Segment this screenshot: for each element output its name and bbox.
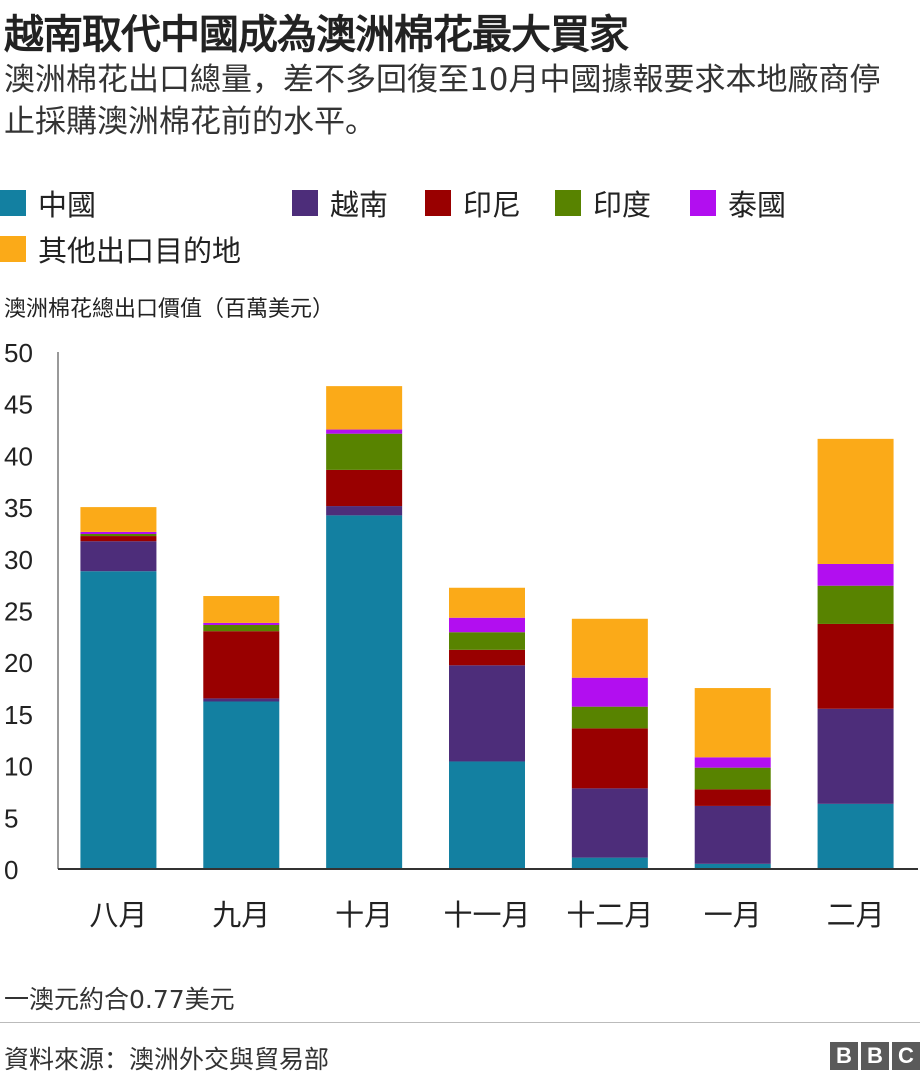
y-tick-label: 35 (4, 493, 33, 523)
y-tick-label: 15 (4, 700, 33, 730)
legend-swatch (425, 190, 451, 216)
y-tick-label: 50 (4, 338, 33, 368)
legend-swatch (555, 190, 581, 216)
x-tick-label: 九月 (212, 898, 270, 932)
bar-segment (449, 761, 525, 869)
legend-swatch (292, 190, 318, 216)
x-tick-label: 一月 (704, 898, 762, 932)
bar-segment (817, 803, 894, 869)
bar-segment (80, 571, 157, 869)
legend-label: 泰國 (728, 188, 787, 222)
bar-segment (80, 541, 157, 572)
x-tick-label: 十二月 (566, 898, 653, 932)
y-tick-label: 30 (4, 545, 33, 575)
legend-label: 中國 (38, 188, 97, 222)
bar-segment (817, 438, 894, 564)
y-tick-label: 40 (4, 441, 33, 471)
source-text: 資料來源：澳洲外交與貿易部 (4, 1045, 330, 1074)
bar-segment (80, 533, 157, 537)
bar-segment (326, 515, 403, 869)
y-tick-label: 25 (4, 597, 33, 627)
bar-segment (80, 531, 157, 534)
y-tick-label: 20 (4, 648, 33, 678)
bbc-logo-letter: B (861, 1042, 889, 1070)
bar-segment (571, 788, 648, 858)
bar-segment (571, 728, 648, 789)
chart-subtitle: 澳洲棉花出口總量，差不多回復至10月中國據報要求本地廠商停止採購澳洲棉花前的水平… (4, 62, 881, 140)
chart-title: 越南取代中國成為澳洲棉花最大買家 (4, 12, 629, 58)
legend: 中國 越南 印尼 印度 泰國其他出口目的地 (0, 182, 920, 272)
x-tick-label: 八月 (89, 898, 147, 932)
bar-segment (326, 506, 403, 516)
bar-segment (449, 617, 525, 633)
bar-segment (694, 805, 771, 864)
footer-divider (0, 1022, 920, 1023)
bar-segment (326, 433, 403, 470)
x-tick-label: 十一月 (443, 898, 530, 932)
bar-segment (817, 563, 894, 586)
bar-segment (203, 624, 280, 632)
stacked-bar-chart: 澳洲棉花總出口價值（百萬美元） 0 5 10 15 20 25 30 35 40 45 50 八月 九月 十… (4, 297, 918, 932)
bar-segment (694, 757, 771, 768)
bar-segment (203, 622, 280, 625)
bar-segment (80, 507, 157, 532)
bar-segment (571, 857, 648, 869)
bar-segment (571, 677, 648, 707)
bar-segment (203, 596, 280, 623)
bar-segment (326, 429, 403, 434)
bar-segment (817, 623, 894, 709)
bar-segment (817, 585, 894, 624)
legend-item: 泰國 (690, 182, 786, 224)
bar-segment (571, 706, 648, 729)
legend-label: 印尼 (463, 188, 522, 222)
legend-item: 印尼 (425, 182, 521, 224)
y-tick-label: 0 (4, 855, 18, 885)
bar-segment (449, 587, 525, 618)
currency-note: 一澳元約合0.77美元 (4, 985, 235, 1014)
bar-segment (80, 536, 157, 542)
legend-label: 越南 (330, 188, 389, 222)
x-tick-label: 十月 (335, 898, 393, 932)
bbc-logo-letter: B (830, 1042, 858, 1070)
bar-segment (817, 708, 894, 804)
bar-segment (203, 698, 280, 702)
bar-segment (203, 631, 280, 699)
bar-segment (694, 767, 771, 790)
bbc-logo-letter: C (892, 1042, 920, 1070)
y-axis-label: 澳洲棉花總出口價值（百萬美元） (4, 297, 334, 322)
bar-segment (571, 618, 648, 678)
legend-item: 印度 (555, 182, 651, 224)
legend-label: 其他出口目的地 (38, 234, 242, 268)
bar-segment (694, 688, 771, 758)
legend-swatch (0, 236, 26, 262)
bar-segment (449, 665, 525, 762)
y-tick-label: 5 (4, 803, 18, 833)
bar-segment (694, 789, 771, 806)
bar-segment (449, 632, 525, 650)
y-tick-label: 45 (4, 390, 33, 420)
bar-segment (326, 469, 403, 507)
bar-segment (326, 386, 403, 430)
legend-swatch (690, 190, 716, 216)
y-tick-label: 10 (4, 752, 33, 782)
legend-item: 其他出口目的地 (0, 228, 241, 270)
legend-label: 印度 (593, 188, 652, 222)
bar-segment (449, 649, 525, 666)
legend-item: 中國 (0, 182, 96, 224)
bar-segment (694, 863, 771, 869)
legend-item: 越南 (292, 182, 388, 224)
legend-swatch (0, 190, 26, 216)
x-tick-label: 二月 (827, 898, 885, 932)
bar-segment (203, 701, 280, 869)
